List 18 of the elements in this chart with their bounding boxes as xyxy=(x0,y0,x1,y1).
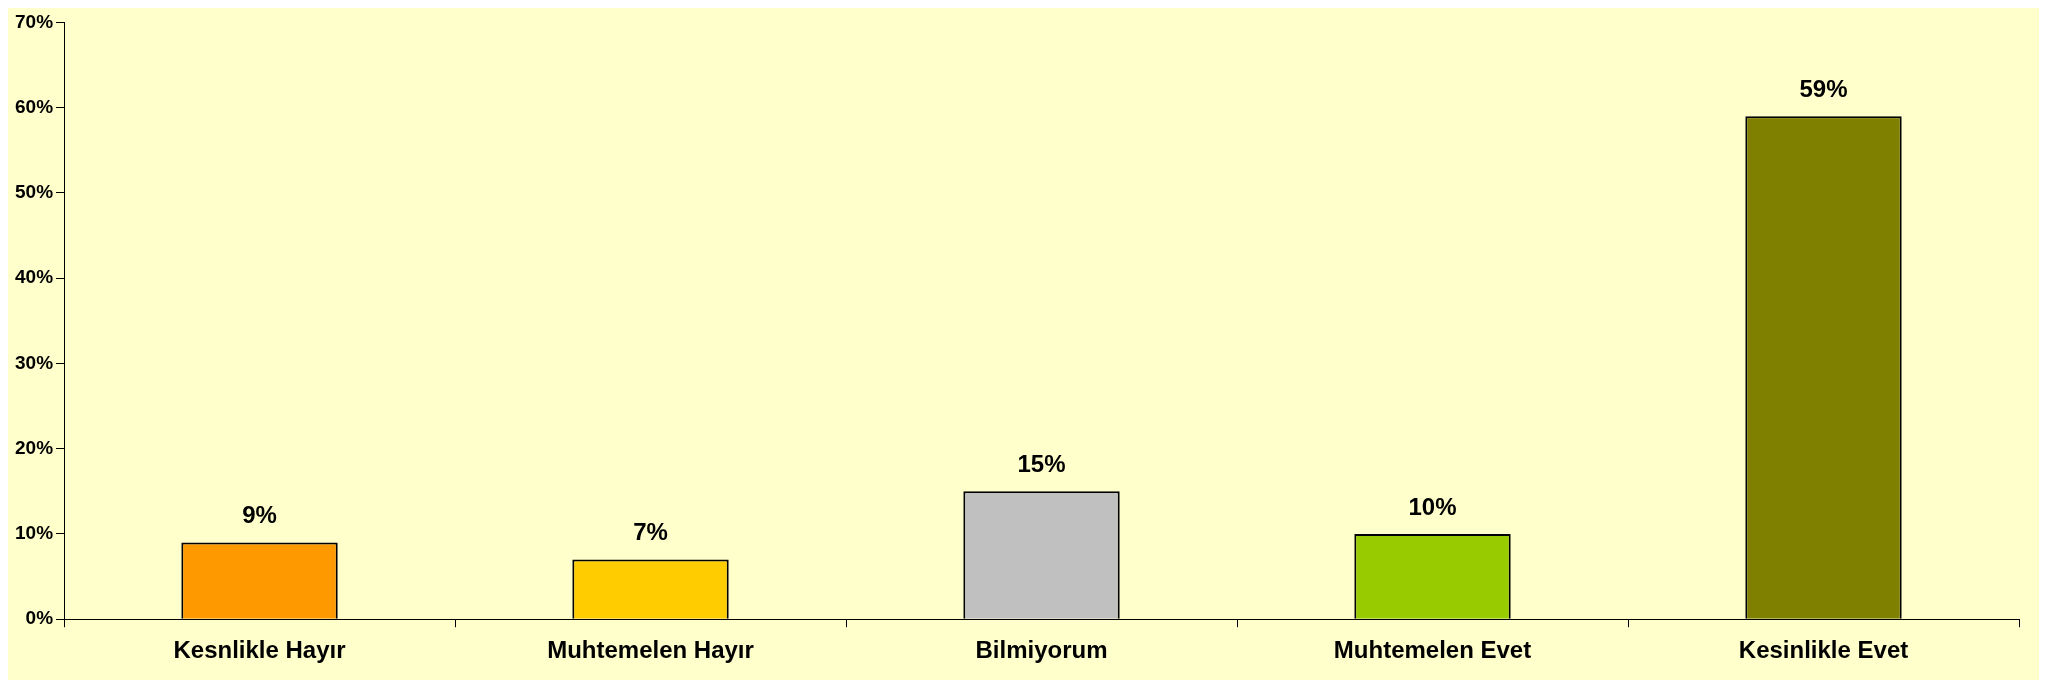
y-tick-label: 30% xyxy=(15,351,54,373)
data-label: 15% xyxy=(1017,449,1066,477)
y-tick-label: 70% xyxy=(15,10,54,32)
x-tick-label: Kesinlikle Evet xyxy=(1738,636,1909,664)
y-tick-label: 50% xyxy=(15,181,54,203)
y-tick-label: 60% xyxy=(15,95,54,117)
x-tick-label: Kesnlikle Hayır xyxy=(173,636,346,664)
data-label: 59% xyxy=(1799,74,1848,102)
x-tick-label: Muhtemelen Evet xyxy=(1333,636,1532,664)
data-label: 10% xyxy=(1408,492,1457,520)
y-tick-label: 20% xyxy=(15,436,54,458)
y-tick-label: 40% xyxy=(15,266,54,288)
data-label: 9% xyxy=(242,501,277,529)
y-tick-label: 0% xyxy=(25,607,54,629)
y-tick-label: 10% xyxy=(15,522,54,544)
x-tick-label: Muhtemelen Hayır xyxy=(547,636,754,664)
x-tick-label: Bilmiyorum xyxy=(975,636,1108,664)
data-label: 7% xyxy=(633,518,668,546)
